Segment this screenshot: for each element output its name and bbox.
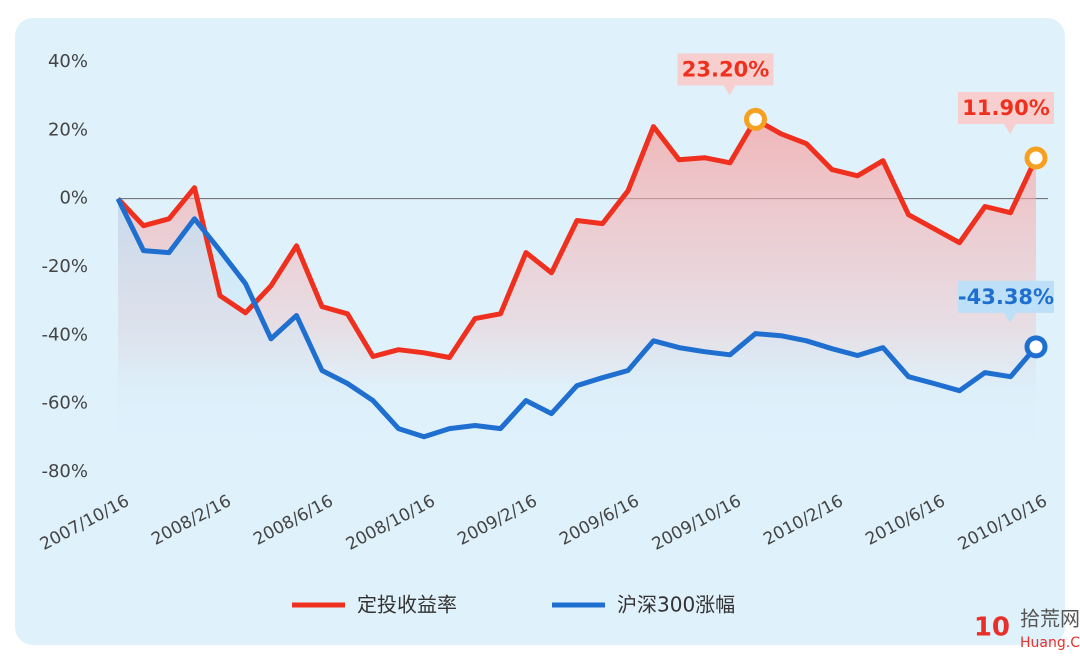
y-tick-label: -40% — [41, 324, 88, 345]
y-tick-label: 0% — [59, 188, 88, 209]
legend-label: 沪深300涨幅 — [617, 593, 735, 617]
line — [116, 116, 1039, 360]
area — [118, 198, 1036, 472]
line — [115, 197, 1038, 440]
callout — [958, 92, 1054, 135]
watermark-name: 拾荒网 — [1020, 607, 1080, 631]
data-label: 11.90% — [962, 96, 1049, 120]
point-marker — [1024, 335, 1048, 359]
data-label: 23.20% — [682, 57, 769, 81]
watermark-logo: 10 — [974, 613, 1010, 643]
area — [118, 119, 1036, 393]
y-tick-label: -80% — [41, 461, 88, 482]
data-label: -43.38% — [958, 285, 1054, 309]
y-tick-label: 20% — [48, 119, 88, 140]
callout — [677, 53, 774, 96]
y-tick-label: -60% — [41, 393, 88, 414]
point-marker — [744, 107, 767, 131]
y-tick-label: 40% — [48, 51, 88, 72]
legend-label: 定投收益率 — [357, 593, 457, 617]
watermark-url: Huang.CN — [1020, 635, 1080, 651]
y-tick-label: -20% — [41, 256, 88, 277]
callout — [958, 280, 1054, 323]
point-marker — [1024, 146, 1048, 170]
